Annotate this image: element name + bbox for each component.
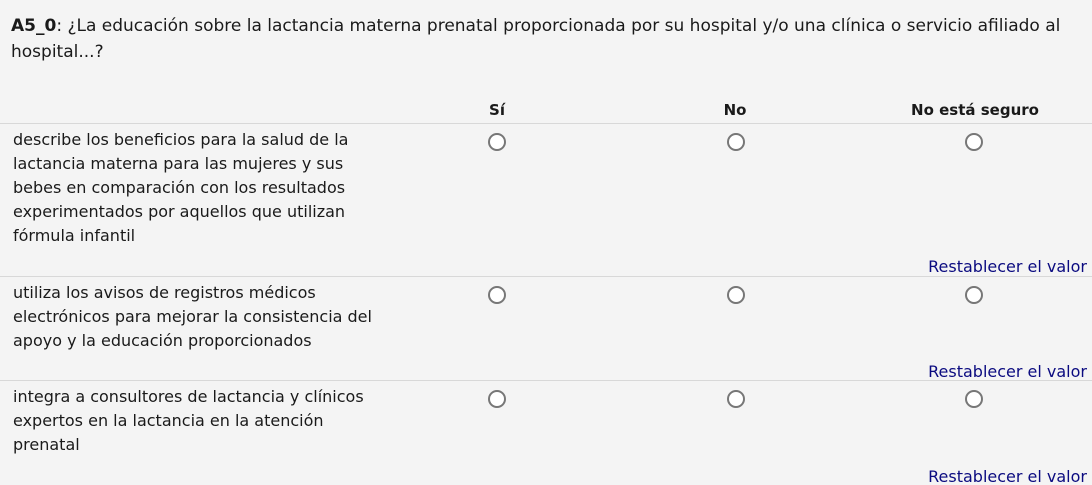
radio-si[interactable] — [488, 390, 506, 408]
column-header-no: No — [723, 101, 747, 119]
radio-si[interactable] — [488, 133, 506, 151]
radio-no[interactable] — [727, 133, 745, 151]
radio-no-seguro[interactable] — [965, 133, 983, 151]
reset-value-link[interactable]: Restablecer el valor — [928, 257, 1087, 276]
radio-si[interactable] — [488, 286, 506, 304]
row-label: utiliza los avisos de registros médicos … — [13, 283, 372, 350]
radio-no[interactable] — [727, 390, 745, 408]
radio-no-seguro[interactable] — [965, 390, 983, 408]
question-text: A5_0: ¿La educación sobre la lactancia m… — [11, 13, 1086, 65]
matrix-row: describe los beneficios para la salud de… — [0, 123, 1092, 276]
radio-no[interactable] — [727, 286, 745, 304]
radio-no-seguro[interactable] — [965, 286, 983, 304]
reset-value-link[interactable]: Restablecer el valor — [928, 467, 1087, 485]
matrix-row: utiliza los avisos de registros médicos … — [0, 276, 1092, 381]
column-header-si: Sí — [489, 101, 505, 119]
question-body: : ¿La educación sobre la lactancia mater… — [11, 16, 1061, 62]
reset-value-link[interactable]: Restablecer el valor — [928, 362, 1087, 381]
column-header-no-seguro: No está seguro — [911, 101, 1039, 119]
matrix-row: integra a consultores de lactancia y clí… — [0, 380, 1092, 485]
row-label: integra a consultores de lactancia y clí… — [13, 387, 364, 454]
question-code: A5_0 — [11, 16, 57, 36]
row-label: describe los beneficios para la salud de… — [13, 130, 349, 245]
